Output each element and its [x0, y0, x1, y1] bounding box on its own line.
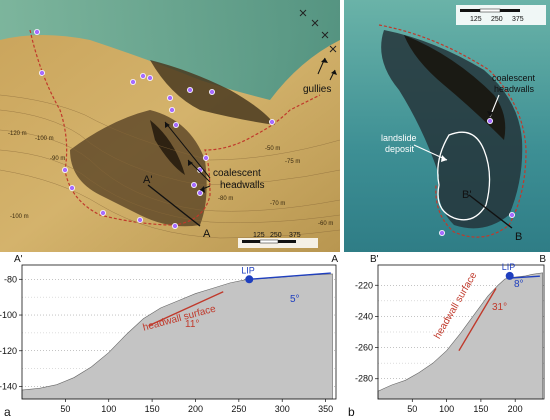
lip-label-a: LIP [241, 265, 255, 275]
y-tick-label: -280 [355, 374, 373, 384]
contour-label: -50 m [265, 146, 280, 152]
contour-label: -75 m [285, 159, 300, 165]
gully-marks [299, 9, 337, 53]
contour-label: -120 m [8, 131, 27, 137]
bathymetry-map-b: coalescent headwalls landslide deposit B… [344, 0, 550, 252]
landslide-deposit-label-line2: deposit [385, 144, 415, 154]
gullies-label: gullies [303, 84, 331, 95]
section-b-start-label: B' [462, 189, 471, 201]
svg-text:375: 375 [289, 232, 301, 239]
headwall-angle-b: 31° [492, 302, 507, 313]
sample-markers [34, 28, 275, 229]
y-tick-label: -140 [0, 381, 17, 391]
x-tick-label: 50 [407, 404, 417, 414]
x-tick-label: 200 [188, 404, 203, 414]
scale-bar-b: 125 250 375 [456, 5, 546, 25]
panel-a-profile: 50 100 150 200 250 300 350 -140 -120 -100 -80 A' … [0, 252, 340, 420]
y-tick-label: -240 [355, 311, 373, 321]
headwalls-label-b-line2: headwalls [494, 84, 535, 94]
lip-line-a [249, 272, 331, 280]
profile-chart-a: 50 100 150 200 250 300 350 -140-120-100-80 A' … [0, 254, 338, 419]
x-tick-label: 200 [508, 404, 523, 414]
headwall-line-b [458, 288, 497, 352]
profile-left-label-a: A' [14, 254, 23, 265]
section-end-label: A [203, 228, 211, 240]
y-tick-label: -100 [0, 310, 17, 320]
top-angle-a: 5° [290, 294, 300, 305]
x-tick-label: 100 [101, 404, 116, 414]
headwalls-label-line1: coalescent [213, 168, 261, 179]
contour-label: -100 m [10, 214, 29, 220]
contour-label: -100 m [35, 136, 54, 142]
svg-text:375: 375 [512, 16, 524, 23]
x-tick-label: 300 [275, 404, 290, 414]
bathymetry-map-a: gullies coalescent headwalls A' A -120 m… [0, 0, 340, 252]
svg-text:125: 125 [470, 16, 482, 23]
x-tick-label: 150 [145, 404, 160, 414]
landslide-deposit-label-line1: landslide [381, 133, 417, 143]
panel-b-profile: 50 100 150 200 -280 -260 -240 -220 B' B headwa… [344, 252, 550, 420]
profile-area-a [21, 273, 333, 400]
x-tick-label: 50 [60, 404, 70, 414]
y-tick-label: -260 [355, 343, 373, 353]
top-angle-b: 8° [514, 279, 524, 290]
contour-label: -60 m [318, 221, 333, 227]
headwall-angle-a: 11° [185, 319, 199, 330]
panel-letter-b: b [348, 405, 355, 419]
x-tick-label: 100 [439, 404, 454, 414]
contour-label: -80 m [218, 196, 233, 202]
x-tick-label: 150 [473, 404, 488, 414]
section-start-label: A' [143, 174, 152, 186]
contour-label: -90 m [50, 156, 65, 162]
x-tick-label: 250 [231, 404, 246, 414]
svg-text:125: 125 [253, 232, 265, 239]
headwall-line-a [148, 291, 224, 327]
svg-text:250: 250 [270, 232, 282, 239]
profile-left-label-b: B' [370, 254, 379, 265]
panel-a-map: gullies coalescent headwalls A' A -120 m… [0, 0, 340, 252]
section-b-end-label: B [515, 231, 522, 243]
y-tick-label: -80 [4, 274, 17, 284]
headwalls-label-line2: headwalls [220, 180, 264, 191]
svg-text:250: 250 [491, 16, 503, 23]
contour-label: -70 m [270, 201, 285, 207]
panel-b-map: coalescent headwalls landslide deposit B… [344, 0, 550, 252]
profile-right-label-b: B [539, 254, 546, 265]
headwalls-label-b-line1: coalescent [492, 73, 536, 83]
lip-marker-b [505, 271, 514, 280]
profile-chart-b: 50 100 150 200 -280-260-240-220 B' B headwa… [348, 254, 546, 419]
x-tick-label: 350 [318, 404, 333, 414]
scale-bar-a: 125 250 375 [238, 232, 318, 248]
lip-label-b: LIP [502, 262, 516, 272]
panel-letter-a: a [4, 405, 11, 419]
profile-right-label-a: A [331, 254, 338, 265]
y-tick-label: -120 [0, 346, 17, 356]
lip-marker-a [245, 275, 254, 284]
profile-area-b [377, 272, 543, 400]
y-tick-label: -220 [355, 280, 373, 290]
